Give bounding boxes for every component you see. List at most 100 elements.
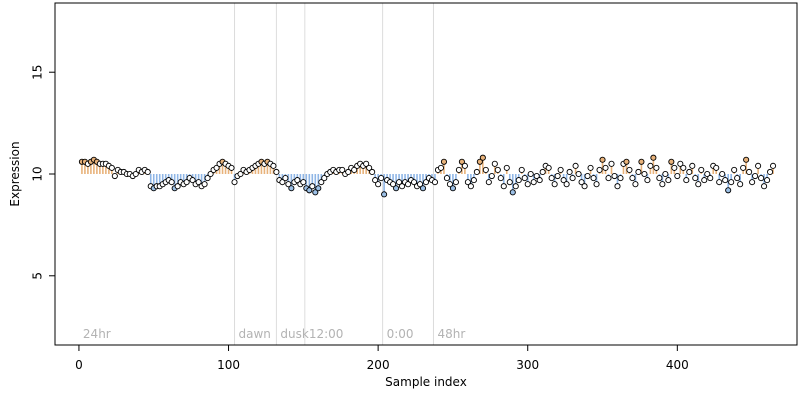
data-point: [506, 179, 513, 186]
data-point: [650, 154, 657, 161]
data-point: [404, 181, 412, 188]
x-tick-label: 300: [516, 358, 539, 372]
x-axis: 0 100 200 300 400: [75, 344, 689, 372]
x-axis-title: Sample index: [385, 375, 467, 389]
data-point: [288, 185, 295, 192]
data-point: [527, 170, 534, 178]
data-point: [704, 170, 711, 178]
data-point: [521, 175, 528, 182]
data-point: [668, 158, 675, 165]
data-point: [446, 181, 453, 188]
data-point: [494, 166, 501, 173]
data-point: [488, 172, 495, 180]
x-tick-label: 400: [666, 358, 689, 372]
data-point: [390, 181, 397, 188]
data-point: [144, 168, 151, 176]
data-point: [593, 181, 600, 188]
data-point: [503, 164, 510, 171]
data-point: [689, 162, 696, 169]
data-point: [656, 175, 663, 182]
data-point: [605, 175, 612, 182]
data-point: [309, 183, 316, 190]
data-point: [422, 179, 430, 186]
data-point: [701, 177, 708, 184]
data-point: [749, 179, 756, 186]
data-point: [237, 170, 244, 178]
data-point: [578, 179, 585, 186]
data-point: [644, 177, 651, 184]
data-point: [716, 179, 723, 186]
data-point: [737, 181, 744, 188]
data-point: [623, 158, 630, 165]
data-point: [213, 164, 220, 171]
data-point: [692, 175, 699, 182]
data-point: [321, 175, 328, 182]
data-point: [725, 187, 732, 194]
data-point: [518, 166, 525, 173]
data-point: [734, 175, 741, 182]
data-point: [635, 168, 642, 176]
data-point: [231, 179, 238, 186]
data-point: [464, 179, 471, 186]
data-point: [680, 164, 687, 171]
phase-label: 12:00: [309, 327, 344, 341]
data-point: [632, 181, 639, 188]
data-point: [698, 166, 705, 173]
data-point: [381, 191, 388, 198]
data-point: [168, 179, 175, 186]
data-point: [399, 183, 406, 190]
data-point: [743, 156, 750, 163]
data-point: [569, 175, 576, 182]
data-point: [665, 177, 672, 184]
data-point: [683, 177, 690, 184]
data-point: [581, 183, 588, 190]
data-point: [530, 179, 537, 186]
data-point: [755, 162, 762, 169]
phase-label: dawn: [239, 327, 271, 341]
x-tick-label: 200: [367, 358, 390, 372]
data-point: [482, 166, 489, 173]
data-point: [662, 170, 669, 178]
data-point: [746, 168, 753, 176]
data-point: [443, 175, 450, 182]
data-point: [419, 185, 427, 192]
data-point: [440, 158, 448, 165]
x-tick-label: 0: [75, 358, 83, 372]
data-point: [345, 168, 352, 176]
data-point: [396, 179, 403, 186]
data-point: [722, 177, 729, 184]
data-point: [339, 166, 346, 173]
data-point: [590, 175, 597, 182]
data-point: [575, 170, 582, 178]
data-point: [366, 164, 373, 171]
data-point: [617, 175, 624, 182]
data-point: [473, 168, 480, 176]
data-point: [653, 164, 660, 171]
data-point: [761, 183, 768, 190]
data-point: [461, 162, 468, 169]
data-point: [375, 181, 382, 188]
y-tick-label: 15: [31, 65, 45, 80]
data-point: [524, 181, 531, 188]
data-point: [551, 181, 558, 188]
data-point: [545, 164, 552, 171]
data-point: [393, 185, 400, 192]
data-point: [294, 177, 301, 184]
phase-label: dusk: [280, 327, 308, 341]
data-point: [554, 172, 561, 180]
data-point: [659, 181, 666, 188]
data-point: [228, 164, 235, 171]
data-point: [195, 179, 202, 186]
data-point: [587, 164, 594, 171]
data-point: [728, 179, 735, 186]
phase-labels: 24hr dawn dusk 12:00 0:00 48hr: [83, 327, 465, 341]
y-tick-label: 5: [31, 272, 45, 280]
data-point: [548, 175, 555, 182]
data-point: [647, 162, 654, 169]
data-point: [500, 183, 507, 190]
data-point: [207, 170, 214, 178]
data-point: [204, 175, 211, 182]
data-point: [315, 185, 322, 192]
y-tick-label: 10: [31, 166, 45, 181]
data-point: [285, 181, 292, 188]
